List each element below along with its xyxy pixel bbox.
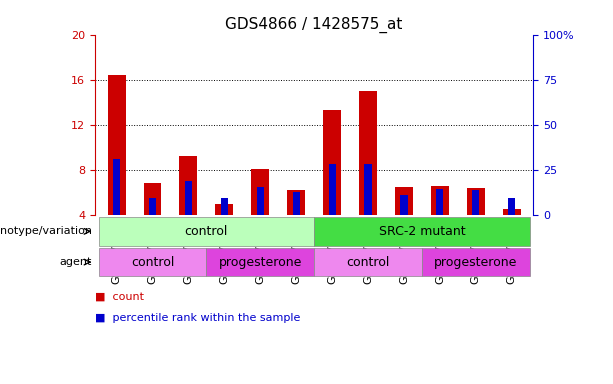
Bar	[149, 198, 156, 215]
Bar	[365, 164, 371, 215]
Bar	[503, 209, 520, 215]
Text: SRC-2 mutant: SRC-2 mutant	[379, 225, 465, 238]
Bar	[215, 204, 234, 215]
Text: control: control	[131, 256, 174, 268]
Bar	[472, 190, 479, 215]
Bar	[467, 188, 485, 215]
Text: genotype/variation: genotype/variation	[0, 226, 92, 237]
Bar	[143, 184, 161, 215]
Bar	[221, 198, 228, 215]
Bar	[323, 110, 341, 215]
Bar	[113, 159, 120, 215]
Bar	[185, 181, 192, 215]
Bar	[108, 75, 126, 215]
Text: progesterone: progesterone	[434, 256, 517, 268]
Bar	[508, 198, 516, 215]
Text: agent: agent	[59, 257, 92, 267]
Text: ■  count: ■ count	[95, 292, 144, 302]
Title: GDS4866 / 1428575_at: GDS4866 / 1428575_at	[226, 17, 403, 33]
Bar	[436, 189, 443, 215]
Bar	[359, 91, 377, 215]
Text: control: control	[346, 256, 390, 268]
Text: progesterone: progesterone	[219, 256, 302, 268]
Bar	[257, 187, 264, 215]
Bar	[431, 186, 449, 215]
Bar	[292, 192, 300, 215]
Bar	[251, 169, 269, 215]
Bar	[400, 195, 408, 215]
Bar	[329, 164, 336, 215]
Text: control: control	[185, 225, 228, 238]
Text: ■  percentile rank within the sample: ■ percentile rank within the sample	[95, 313, 300, 323]
Bar	[180, 156, 197, 215]
Bar	[287, 190, 305, 215]
Bar	[395, 187, 413, 215]
